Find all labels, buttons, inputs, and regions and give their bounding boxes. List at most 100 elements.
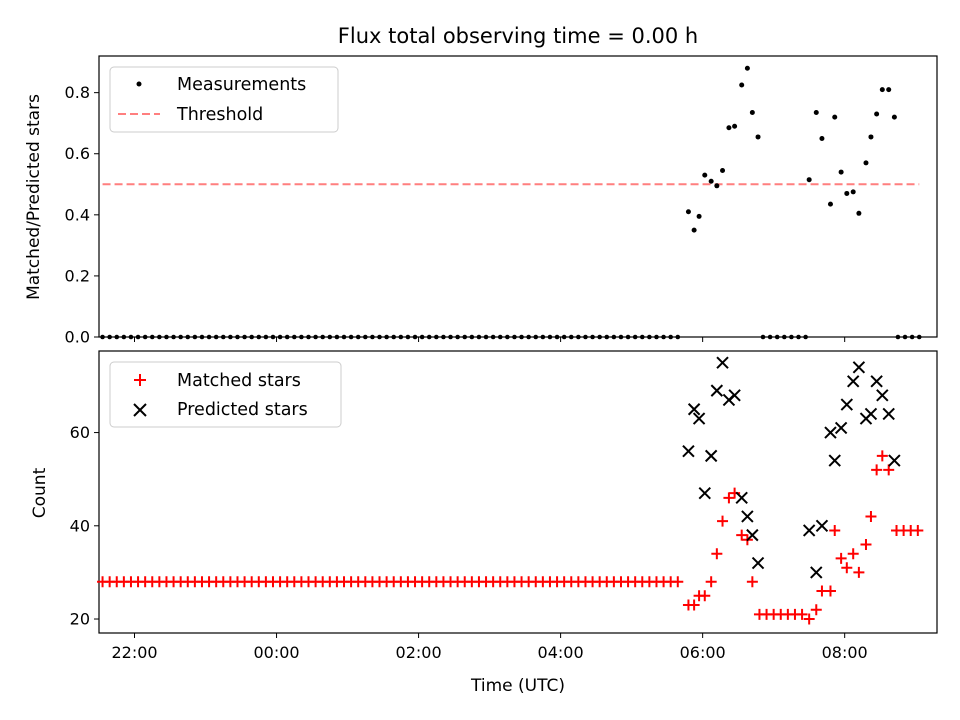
measurement-point (782, 334, 787, 340)
top-y-axis-label: Matched/Predicted stars (24, 94, 44, 300)
measurement-point (284, 334, 290, 340)
measurement-point (391, 334, 397, 340)
plot-frame (98, 350, 938, 634)
measurement-point (827, 201, 833, 207)
measurement-point (363, 334, 368, 340)
measurement-point (726, 125, 732, 131)
measurement-point (526, 334, 531, 340)
legend-predicted-label: Predicted stars (177, 400, 308, 420)
predicted-stars-point (746, 528, 759, 542)
measurement-point (739, 82, 745, 88)
measurement-point (813, 110, 819, 116)
bottom-panel: 20 40 60 22:00 00:00 02:00 04:00 06:00 08:00 (70, 350, 938, 662)
measurement-point (838, 169, 844, 175)
measurement-point (121, 334, 127, 340)
measurement-point (863, 160, 869, 166)
measurement-point (426, 334, 432, 340)
measurement-point (856, 210, 862, 216)
predicted-stars-point (840, 398, 854, 411)
matched-stars-point (876, 450, 888, 462)
matched-stars-point (717, 515, 729, 527)
matched-stars-point (865, 510, 877, 522)
measurement-point (497, 334, 503, 340)
measurement-point (519, 334, 524, 340)
matched-stars-point (736, 529, 748, 541)
y-tick-label: 0.0 (65, 328, 90, 347)
measurement-point (720, 168, 726, 174)
measurement-point (441, 334, 446, 340)
measurement-point (142, 334, 148, 340)
measurement-point (714, 183, 720, 189)
predicted-stars-point (716, 356, 729, 369)
legend-measurements-label: Measurements (177, 75, 306, 95)
measurement-point (625, 334, 631, 340)
measurement-point (355, 334, 361, 340)
predicted-stars-point (810, 566, 823, 579)
measurement-point (398, 334, 404, 340)
measurement-point (462, 334, 468, 340)
matched-stars-point (803, 613, 815, 625)
predicted-stars-point (687, 403, 701, 416)
measurement-point (299, 334, 304, 340)
predicted-stars-point (751, 556, 765, 570)
predicted-stars-point (735, 491, 748, 505)
matched-stars-point (847, 548, 859, 560)
measurement-point (135, 334, 141, 340)
measurement-point (597, 334, 602, 340)
y-tick-label: 0.8 (65, 83, 90, 102)
measurement-point (490, 334, 496, 340)
measurement-point (895, 334, 901, 340)
top-legend: Measurements Threshold (109, 66, 339, 133)
measurement-point (185, 334, 191, 340)
measurement-point (696, 213, 702, 219)
matched-stars-point (841, 562, 853, 574)
measurement-point (647, 334, 652, 340)
matched-stars-point (824, 585, 836, 597)
x-tick-label: 08:00 (822, 643, 868, 662)
predicted-stars-point (870, 375, 883, 388)
measurement-point (806, 177, 812, 183)
measurement-point (844, 190, 850, 196)
measurement-point (455, 334, 460, 340)
measurement-point (583, 334, 588, 340)
measurement-point (242, 334, 247, 340)
legend-matched-label: Matched stars (177, 371, 301, 391)
measurement-point (886, 87, 892, 93)
measurement-point (654, 334, 659, 340)
predicted-stars-point (682, 445, 695, 458)
matched-stars-point (711, 548, 723, 560)
y-tick-label: 60 (70, 423, 90, 442)
matched-stars-point (835, 552, 847, 564)
x-axis-label: Time (UTC) (470, 676, 565, 696)
measurement-point (789, 334, 794, 340)
measurement-point (661, 334, 666, 340)
measurement-point (561, 334, 567, 340)
measurement-point (199, 334, 205, 340)
predicted-stars-point (876, 389, 889, 402)
measurement-point (708, 178, 714, 184)
measurement-point (412, 334, 418, 340)
measurement-point (476, 334, 482, 340)
measurement-point (377, 334, 382, 340)
measurement-point (164, 334, 169, 340)
measurement-point (744, 65, 750, 71)
measurement-point (803, 334, 808, 340)
legend-matched-marker (134, 374, 146, 386)
predicted-stars-point (815, 519, 829, 533)
measurement-point (618, 334, 624, 340)
predicted-stars-point (698, 486, 711, 500)
predicted-stars-point (834, 421, 848, 435)
measurement-point (547, 334, 553, 340)
measurement-point (505, 334, 510, 340)
matched-stars-point (871, 464, 883, 476)
matched-stars-point (883, 464, 895, 476)
matched-stars-point (860, 538, 872, 550)
measurement-point (796, 334, 801, 340)
matched-stars-point (810, 604, 822, 616)
measurement-point (213, 334, 219, 340)
measurement-point (512, 334, 517, 340)
predicted-stars-point (864, 407, 878, 421)
predicted-stars-point (846, 375, 860, 388)
measurement-point (774, 334, 780, 340)
measurement-point (675, 334, 681, 340)
